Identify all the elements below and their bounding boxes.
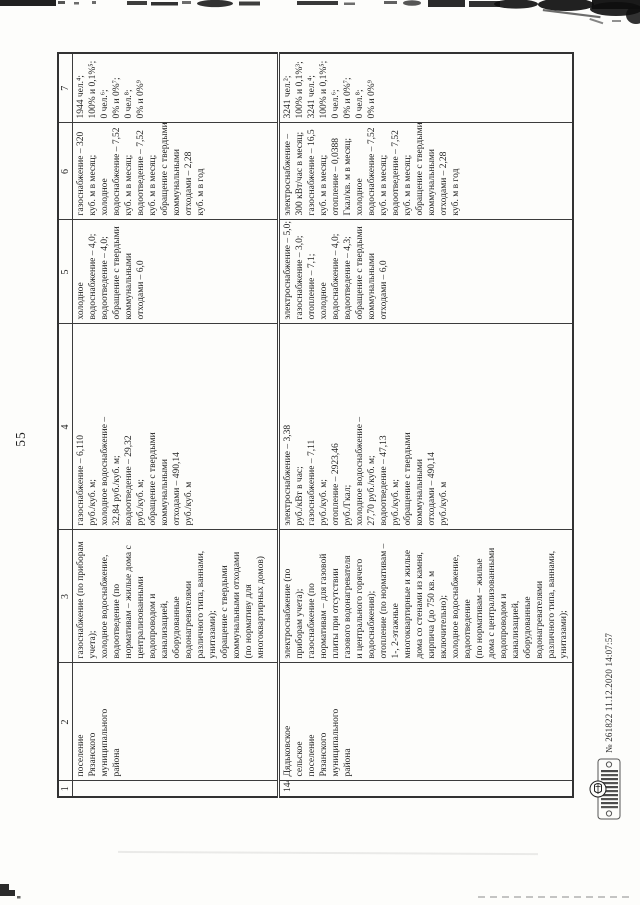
cell-tariffs: электроснабжение – 3,38 руб./кВт в час; … (278, 324, 573, 530)
column-number-header-row: 1 2 3 4 5 6 7 (58, 53, 73, 797)
column-header-5: 5 (58, 220, 73, 324)
cell-consumption-volumes: электроснабжение – 5,0; газоснабжение – … (278, 220, 573, 324)
cell-population-stats: 3241 чел.²; 100% и 0,1%³; 3241 чел.⁴; 10… (278, 53, 573, 123)
page-number: 55 (13, 431, 28, 447)
scan-streak-artifact (117, 850, 539, 856)
column-header-1: 1 (58, 781, 73, 797)
column-header-4: 4 (58, 324, 73, 530)
cell-consumption-standards: электроснабжение – 300 кВт/час в месяц; … (278, 123, 573, 220)
cell-tariffs: газоснабжение – 6,110 руб./куб. м; холод… (72, 324, 279, 530)
scan-noise-artifact (0, 0, 640, 25)
scan-streak-artifact-bottom (478, 896, 634, 898)
cell-row-number (72, 781, 279, 797)
column-header-3: 3 (58, 530, 73, 663)
stamp-emblem-icon (589, 758, 621, 820)
cell-row-number: 144 (278, 781, 573, 797)
tariff-table-rotated-wrapper: 1 2 3 4 5 6 7 поселение Рязанского муниц… (57, 52, 574, 798)
cell-municipality-name: Дядьковское сельское поселение Рязанског… (278, 663, 573, 781)
table-row-144: 144 Дядьковское сельское поселение Рязан… (278, 53, 573, 797)
cell-consumption-volumes: холодное водоснабжение – 4,0; водоотведе… (72, 220, 279, 324)
cell-population-stats: 1944 чел.⁴; 100% и 0,1%⁵; 0 чел.⁶; 0% и … (72, 53, 279, 123)
tariff-table: 1 2 3 4 5 6 7 поселение Рязанского муниц… (57, 52, 574, 798)
cell-municipality-name: поселение Рязанского муниципального райо… (72, 663, 279, 781)
column-header-2: 2 (58, 663, 73, 781)
column-header-7: 7 (58, 53, 73, 123)
scan-corner-artifact (0, 884, 21, 899)
table-row-continuation: поселение Рязанского муниципального райо… (72, 53, 279, 797)
cell-consumption-standards: газоснабжение – 320 куб. м в месяц; холо… (72, 123, 279, 220)
column-header-6: 6 (58, 123, 73, 220)
registration-stamp-text: № 261822 11.12.2020 14:07:57 (604, 632, 614, 753)
cell-services-and-norm-basis: газоснабжение (по приборам учета); холод… (72, 530, 279, 663)
cell-services-and-norm-basis: электроснабжение (по приборам учета); га… (278, 530, 573, 663)
